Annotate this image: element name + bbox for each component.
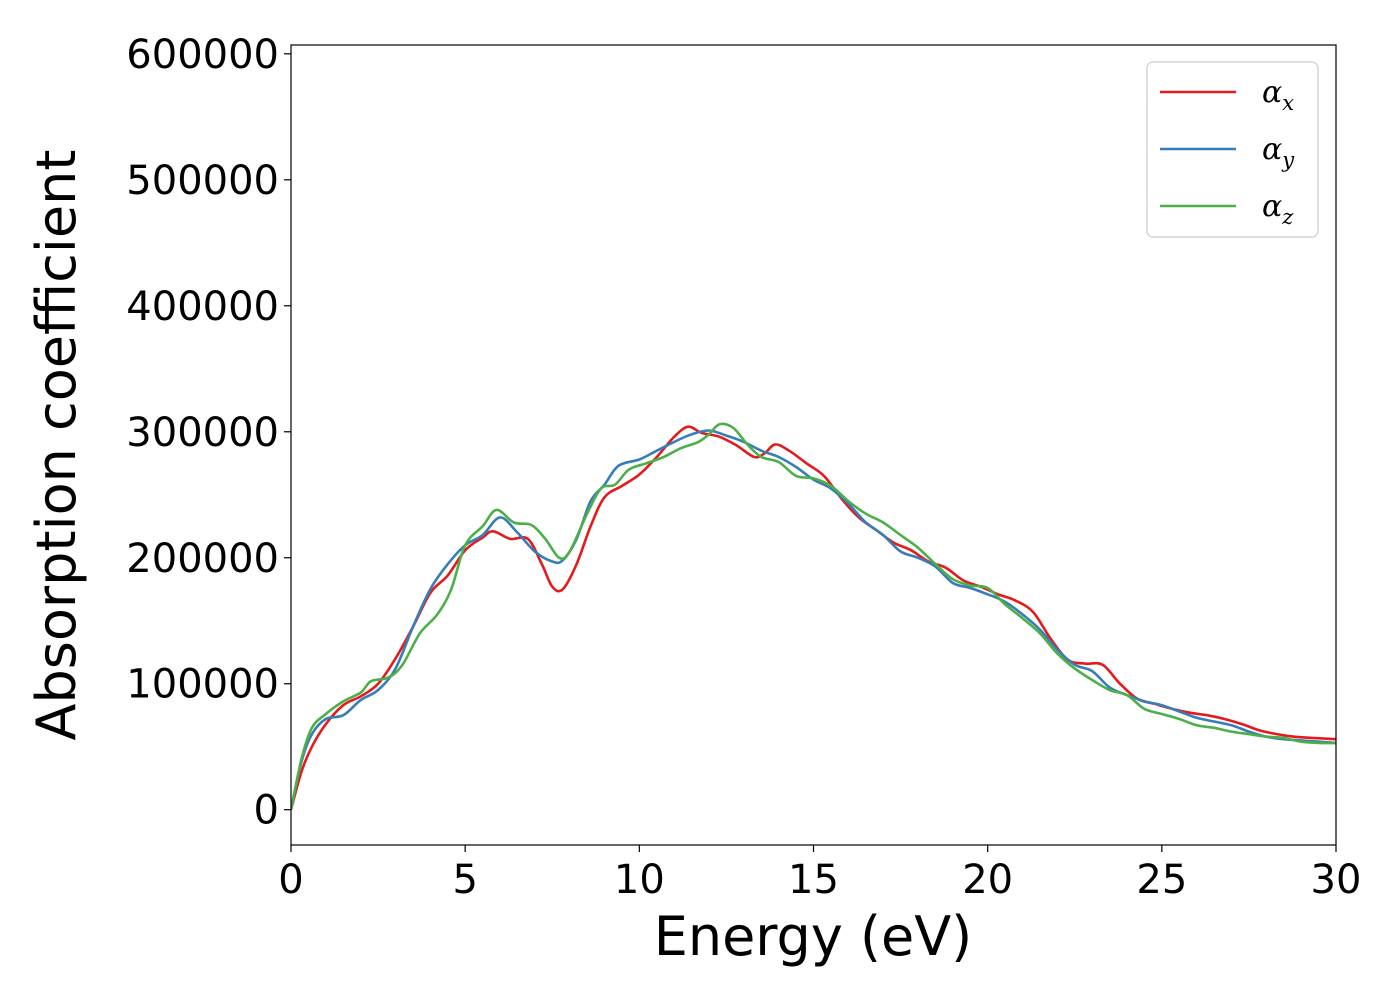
y-axis: 0 100000 200000 300000 400000 500000 600000 <box>126 32 291 834</box>
x-tick-label: 20 <box>962 857 1013 903</box>
legend-symbol: α <box>1262 75 1282 110</box>
y-axis-label: Absorption coefficient <box>25 150 88 741</box>
series-line-y <box>291 429 1336 810</box>
legend-subscript: y <box>1281 148 1295 172</box>
legend-subscript: z <box>1281 205 1294 229</box>
legend-symbol: α <box>1262 132 1282 167</box>
y-tick-label: 500000 <box>126 158 279 204</box>
series-line-z <box>291 422 1336 810</box>
x-tick-label: 30 <box>1311 857 1362 903</box>
series-layer <box>291 422 1336 811</box>
y-tick-label: 300000 <box>126 410 279 456</box>
x-axis-label: Energy (eV) <box>654 905 973 968</box>
x-tick-label: 5 <box>452 857 477 903</box>
x-axis: 0 5 10 15 20 25 30 <box>278 845 1361 903</box>
x-tick-label: 15 <box>788 857 839 903</box>
y-tick-label: 200000 <box>126 536 279 582</box>
x-tick-label: 10 <box>614 857 665 903</box>
y-tick-label: 400000 <box>126 284 279 330</box>
legend-label-y: αy <box>1262 132 1295 172</box>
legend-label-z: αz <box>1262 189 1294 229</box>
y-tick-label: 100000 <box>126 662 279 708</box>
y-tick-label: 0 <box>254 788 279 834</box>
y-tick-label: 600000 <box>126 32 279 78</box>
legend-symbol: α <box>1262 189 1282 224</box>
legend-label-x: αx <box>1262 75 1294 115</box>
x-tick-label: 0 <box>278 857 303 903</box>
legend-subscript: x <box>1282 91 1294 115</box>
x-tick-label: 25 <box>1136 857 1187 903</box>
